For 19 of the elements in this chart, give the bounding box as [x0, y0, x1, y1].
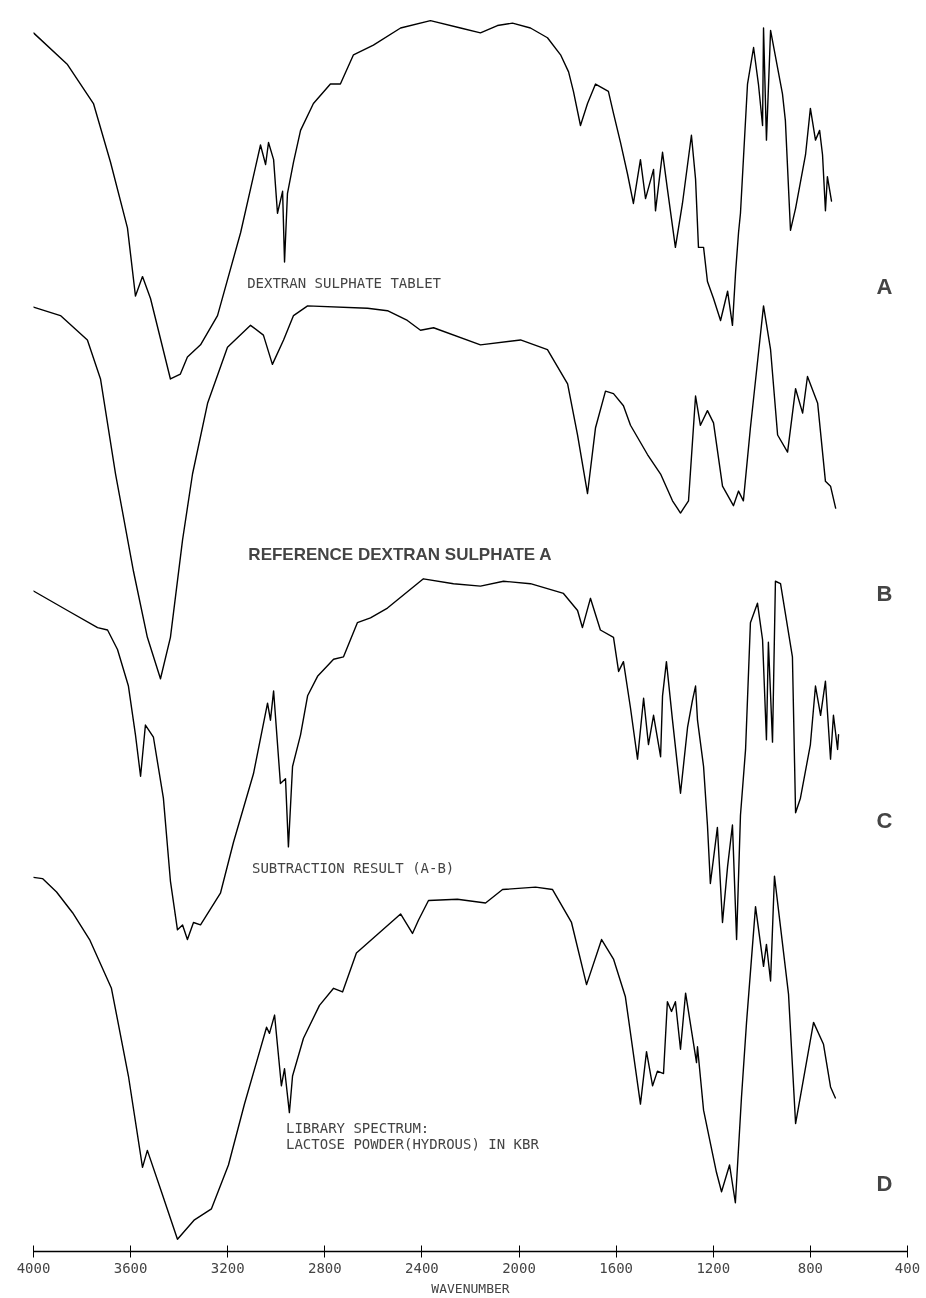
x-tick-label: 2400	[405, 1259, 439, 1276]
text: A	[876, 273, 893, 299]
x-axis-title: WAVENUMBER	[431, 1280, 510, 1296]
text: B	[876, 580, 893, 606]
x-tick-label: 4000	[16, 1259, 51, 1276]
annotation: DEXTRAN SULPHATE TABLET	[247, 274, 442, 291]
text: D	[876, 1170, 893, 1196]
x-tick-label: 2800	[307, 1259, 342, 1276]
annotation: REFERENCE DEXTRAN SULPHATE A	[248, 544, 552, 564]
x-tick-label: 3200	[210, 1259, 245, 1276]
annotation: SUBTRACTION RESULT (A-B)	[252, 859, 455, 876]
text: C	[876, 807, 893, 833]
x-tick-label: 1600	[599, 1259, 634, 1276]
x-tick-label: 400	[894, 1259, 921, 1276]
x-tick-label: 800	[797, 1259, 824, 1276]
x-tick-label: 2000	[502, 1259, 536, 1276]
x-tick-label: 3600	[113, 1259, 148, 1276]
x-tick-label: 1200	[696, 1259, 731, 1276]
annotation: LIBRARY SPECTRUM: LACTOSE POWDER(HYDROUS) IN KBR	[285, 1119, 540, 1152]
